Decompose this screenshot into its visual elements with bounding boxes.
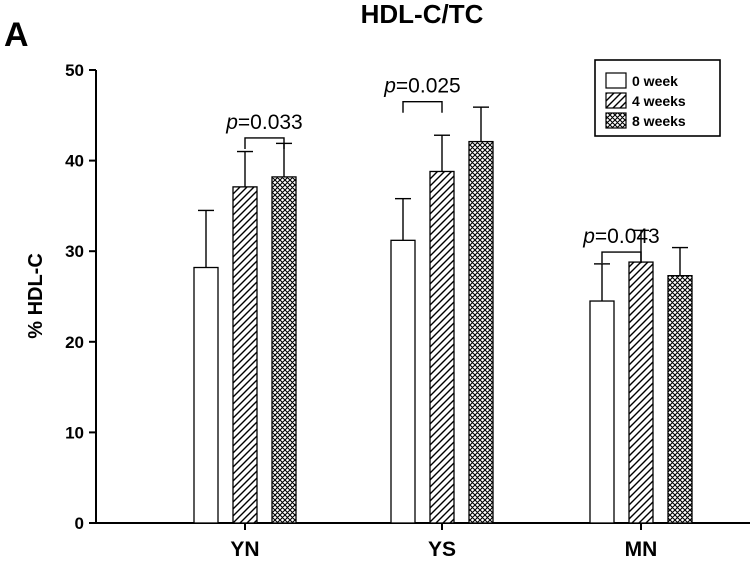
bar-MN-0 (589, 300, 615, 524)
y-tick-label-0: 0 (75, 514, 84, 533)
bar-YS-1 (429, 170, 455, 524)
legend-label-2: 8 weeks (632, 113, 686, 129)
bar-YS-2 (468, 140, 494, 524)
y-tick-label-20: 20 (65, 333, 84, 352)
bar-YN-2 (271, 176, 297, 524)
bracket-MN (601, 251, 642, 264)
legend-swatch-1 (605, 92, 627, 109)
legend: 0 week 4 weeks 8 weeks (594, 59, 721, 137)
chart-title: HDL-C/TC (361, 0, 484, 29)
bar-MN-2 (667, 275, 693, 524)
legend-label-1: 4 weeks (632, 93, 686, 109)
bars (193, 106, 693, 524)
p-value-label-YN: p=0.033 (225, 111, 303, 134)
y-tick-label-10: 10 (65, 423, 84, 442)
legend-swatch-0 (605, 72, 627, 89)
x-tick-label-YN: YN (230, 538, 259, 561)
p-value-annotations: p=0.033 p=0.025 p=0.043 (225, 75, 660, 264)
bar-YN-0 (193, 266, 219, 524)
bar-MN-1 (628, 261, 654, 524)
panel-label: A (4, 16, 29, 54)
p-value-label-MN: p=0.043 (582, 225, 660, 248)
bar-YS-0 (390, 239, 416, 524)
legend-swatch-2 (605, 112, 627, 129)
legend-label-0: 0 week (632, 73, 678, 89)
y-tick-label-50: 50 (65, 61, 84, 80)
bar-YN-1 (232, 186, 258, 524)
bracket-YN (244, 137, 285, 149)
x-tick-label-YS: YS (428, 538, 456, 561)
p-value-label-YS: p=0.025 (383, 75, 461, 98)
bracket-YS (402, 101, 443, 113)
y-tick-label-30: 30 (65, 242, 84, 261)
x-tick-label-MN: MN (625, 538, 658, 561)
y-axis-label: % HDL-C (25, 253, 47, 339)
y-tick-label-40: 40 (65, 152, 84, 171)
